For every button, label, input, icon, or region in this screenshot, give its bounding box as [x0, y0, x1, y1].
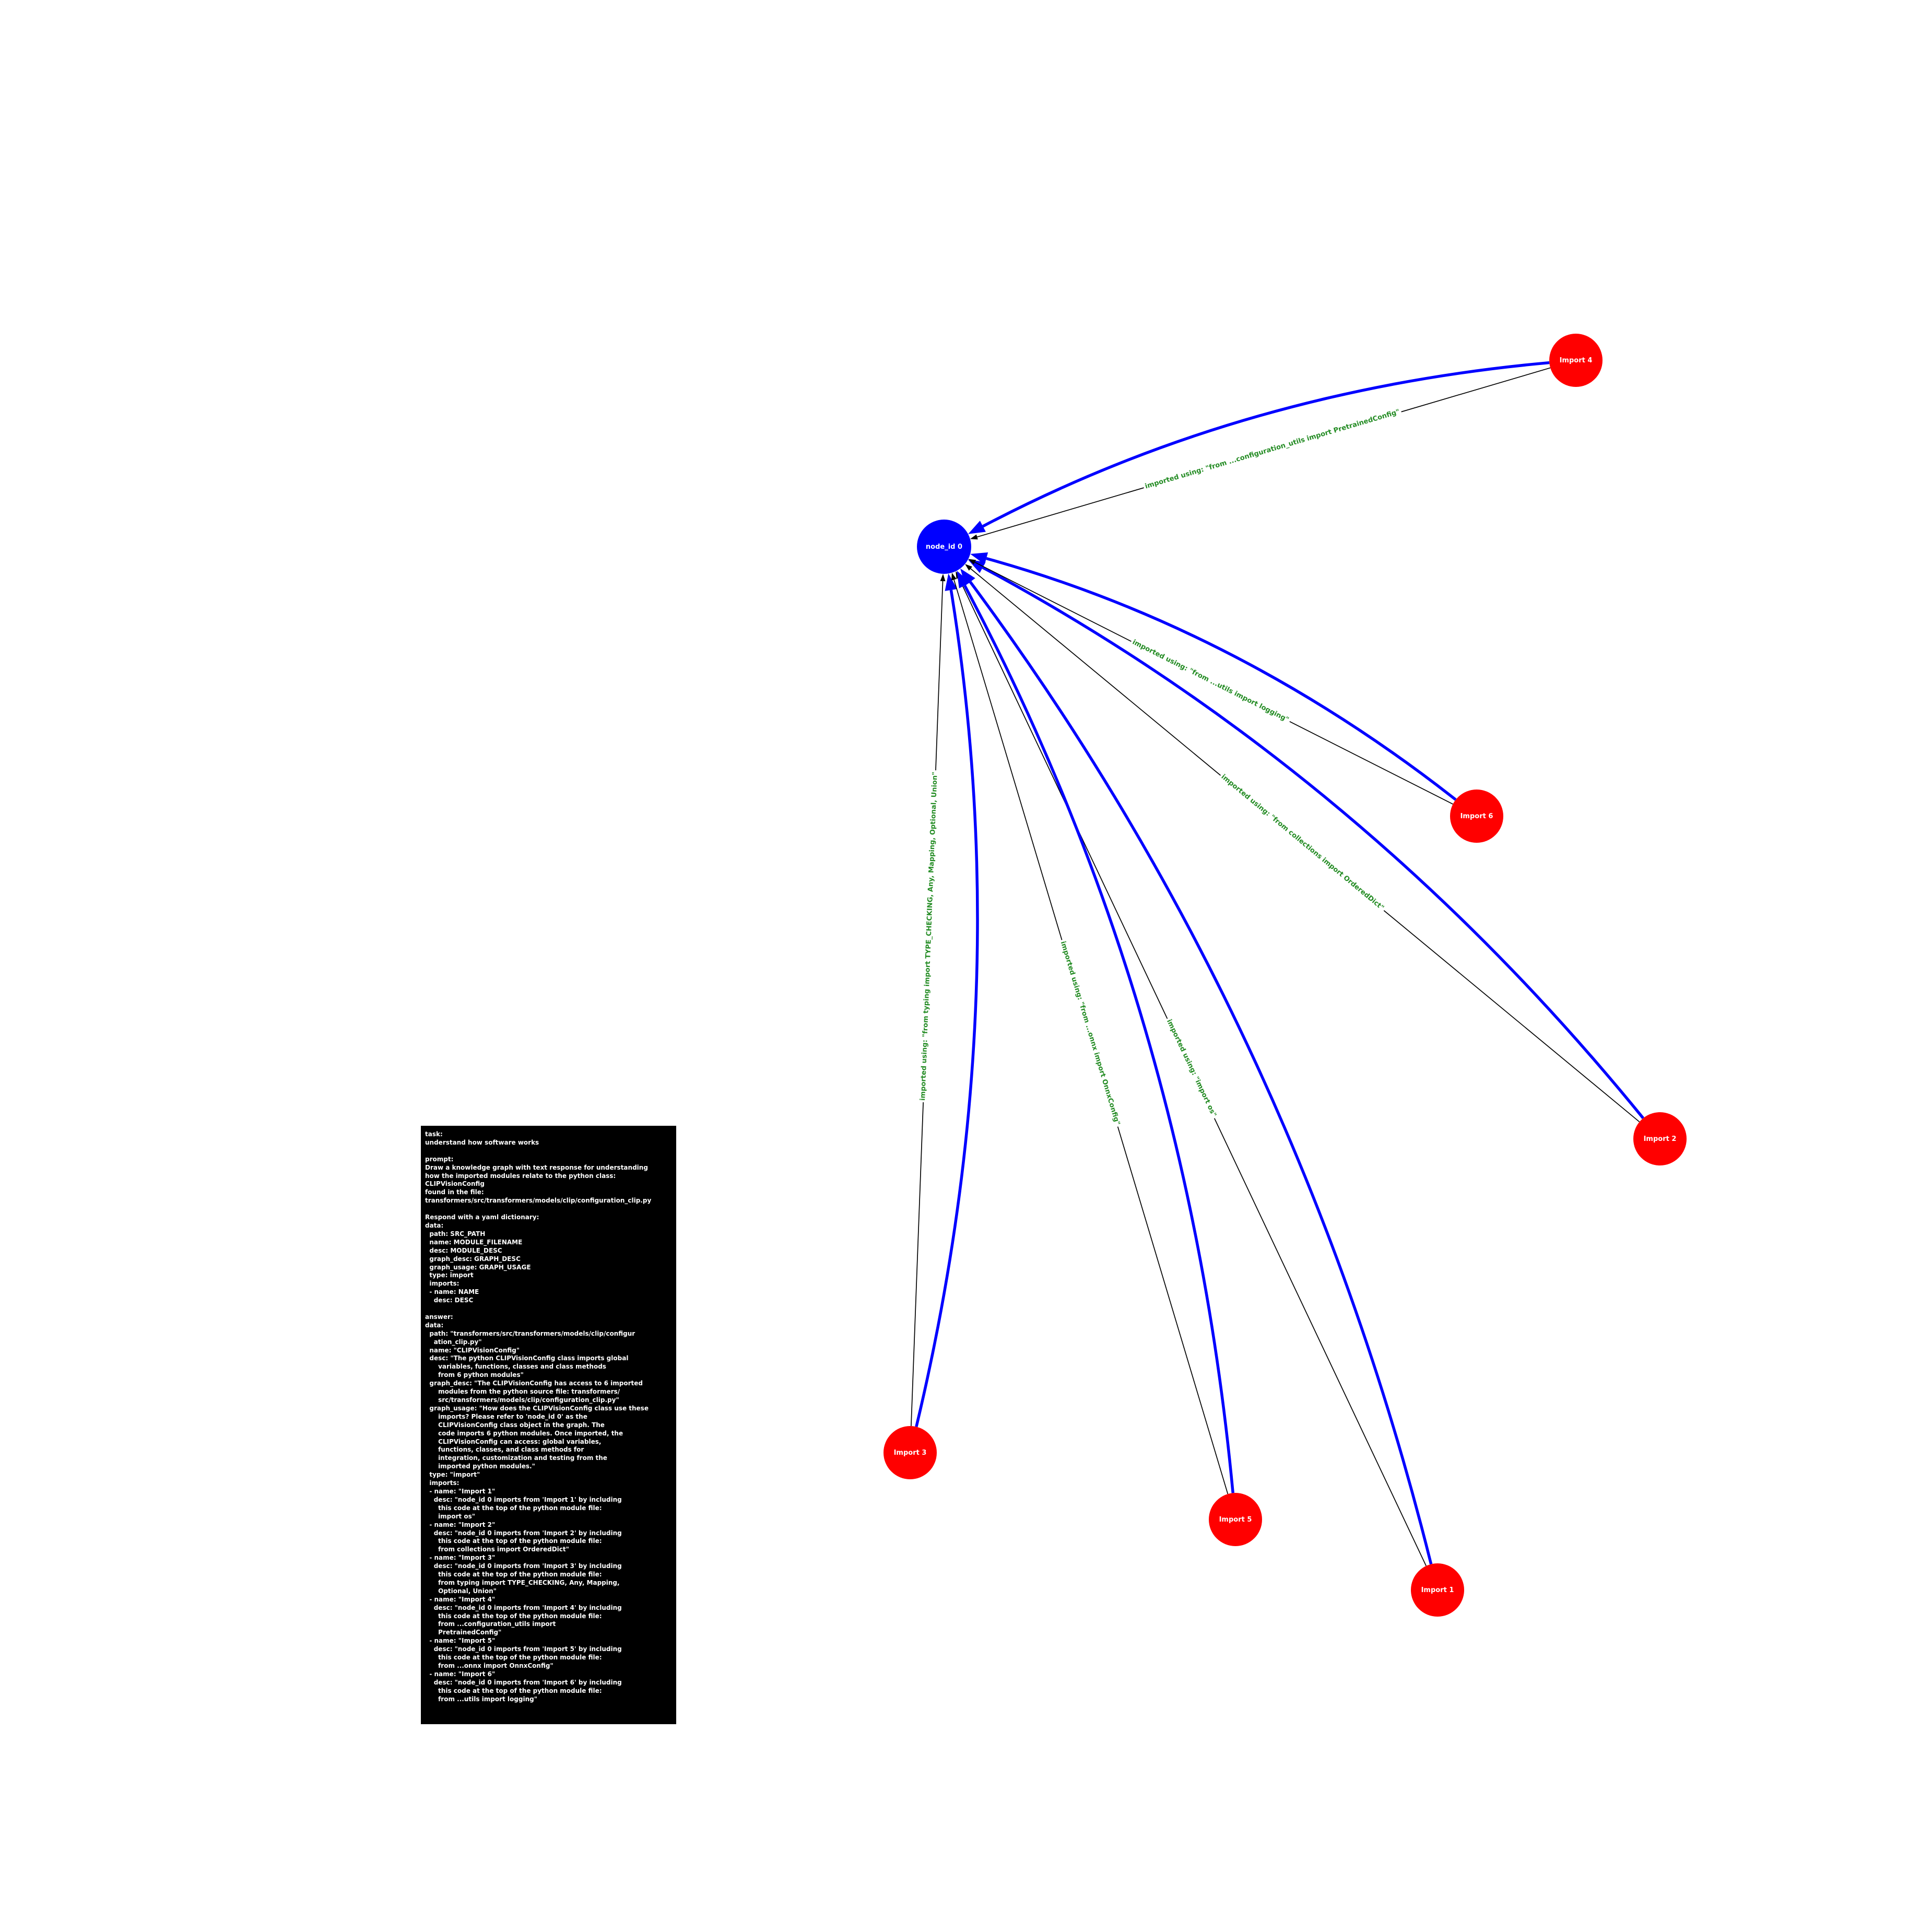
graph-node-import4: Import 4 [1549, 334, 1603, 387]
graph-node-import3: Import 3 [883, 1426, 937, 1479]
graph-node-import2: Import 2 [1633, 1112, 1687, 1165]
graph-node-import5: Import 5 [1209, 1493, 1262, 1546]
graph-node-node0: node_id 0 [917, 520, 971, 574]
task-panel-text: task: understand how software works prom… [425, 1130, 652, 1703]
graph-node-import1: Import 1 [1411, 1563, 1464, 1617]
task-panel: task: understand how software works prom… [421, 1126, 676, 1724]
graph-node-import6: Import 6 [1450, 790, 1503, 843]
